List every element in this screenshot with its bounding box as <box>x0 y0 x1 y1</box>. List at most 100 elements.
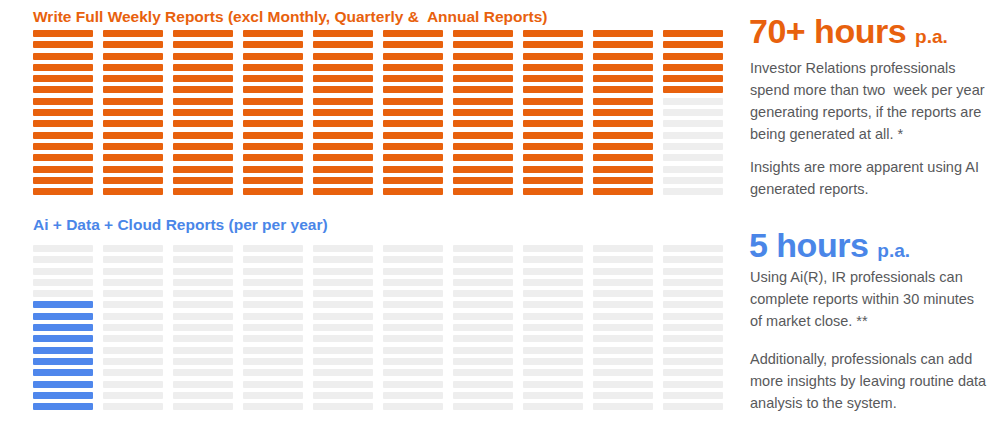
empty-cell <box>383 392 443 399</box>
filled-cell <box>663 41 723 48</box>
empty-cell <box>663 132 723 139</box>
empty-cell <box>593 381 653 388</box>
empty-cell <box>103 301 163 308</box>
filled-cell <box>173 98 233 105</box>
filled-cell <box>593 86 653 93</box>
filled-cell <box>383 120 443 127</box>
infographic-canvas: Write Full Weekly Reports (excl Monthly,… <box>0 0 1002 432</box>
empty-cell <box>523 358 583 365</box>
filled-cell <box>243 75 303 82</box>
filled-cell <box>523 30 583 37</box>
filled-cell <box>593 30 653 37</box>
empty-cell <box>663 347 723 354</box>
filled-cell <box>453 98 513 105</box>
filled-cell <box>313 86 373 93</box>
filled-cell <box>243 64 303 71</box>
empty-cell <box>453 381 513 388</box>
empty-cell <box>313 256 373 263</box>
empty-cell <box>453 347 513 354</box>
filled-cell <box>523 86 583 93</box>
weekly-reports-waffle-chart <box>33 30 723 195</box>
empty-cell <box>313 358 373 365</box>
empty-cell <box>523 335 583 342</box>
filled-cell <box>523 109 583 116</box>
filled-cell <box>103 30 163 37</box>
filled-cell <box>523 64 583 71</box>
filled-cell <box>523 188 583 195</box>
filled-cell <box>33 30 93 37</box>
empty-cell <box>453 358 513 365</box>
empty-cell <box>523 347 583 354</box>
filled-cell <box>243 188 303 195</box>
empty-cell <box>243 369 303 376</box>
empty-cell <box>663 143 723 150</box>
filled-cell <box>243 41 303 48</box>
filled-cell <box>33 75 93 82</box>
empty-cell <box>103 313 163 320</box>
filled-cell <box>33 177 93 184</box>
empty-cell <box>313 301 373 308</box>
stat-5-hours: 5 hours p.a. <box>749 227 910 264</box>
empty-cell <box>243 279 303 286</box>
empty-cell <box>593 358 653 365</box>
empty-cell <box>383 313 443 320</box>
filled-cell <box>383 86 443 93</box>
empty-cell <box>663 188 723 195</box>
filled-cell <box>173 30 233 37</box>
empty-cell <box>313 313 373 320</box>
stat-5-paragraph-1: Using Ai(R), IR professionals can comple… <box>750 266 990 332</box>
empty-cell <box>663 256 723 263</box>
empty-cell <box>663 335 723 342</box>
empty-cell <box>453 392 513 399</box>
filled-cell <box>313 154 373 161</box>
empty-cell <box>593 313 653 320</box>
filled-cell <box>243 166 303 173</box>
empty-cell <box>383 279 443 286</box>
waffle-column <box>453 30 513 195</box>
filled-cell <box>663 86 723 93</box>
empty-cell <box>383 369 443 376</box>
filled-cell <box>103 53 163 60</box>
empty-cell <box>243 381 303 388</box>
waffle-column <box>523 245 583 410</box>
empty-cell <box>173 256 233 263</box>
empty-cell <box>383 290 443 297</box>
filled-cell <box>173 86 233 93</box>
filled-cell <box>383 53 443 60</box>
empty-cell <box>593 392 653 399</box>
filled-cell <box>103 86 163 93</box>
empty-cell <box>103 268 163 275</box>
empty-cell <box>523 324 583 331</box>
filled-cell <box>33 143 93 150</box>
empty-cell <box>313 369 373 376</box>
waffle-column <box>173 30 233 195</box>
filled-cell <box>173 120 233 127</box>
filled-cell <box>593 177 653 184</box>
empty-cell <box>173 245 233 252</box>
filled-cell <box>103 109 163 116</box>
empty-cell <box>173 335 233 342</box>
empty-cell <box>33 268 93 275</box>
empty-cell <box>243 256 303 263</box>
filled-cell <box>313 64 373 71</box>
empty-cell <box>103 335 163 342</box>
filled-cell <box>453 143 513 150</box>
empty-cell <box>593 245 653 252</box>
filled-cell <box>243 109 303 116</box>
empty-cell <box>103 279 163 286</box>
empty-cell <box>103 347 163 354</box>
empty-cell <box>103 392 163 399</box>
filled-cell <box>33 64 93 71</box>
waffle-column <box>243 245 303 410</box>
filled-cell <box>453 30 513 37</box>
stat-5-hours-value: 5 hours <box>749 227 868 264</box>
empty-cell <box>173 403 233 410</box>
filled-cell <box>243 154 303 161</box>
empty-cell <box>173 313 233 320</box>
empty-cell <box>173 369 233 376</box>
empty-cell <box>523 369 583 376</box>
filled-cell <box>33 53 93 60</box>
filled-cell <box>173 53 233 60</box>
empty-cell <box>453 268 513 275</box>
filled-cell <box>313 120 373 127</box>
